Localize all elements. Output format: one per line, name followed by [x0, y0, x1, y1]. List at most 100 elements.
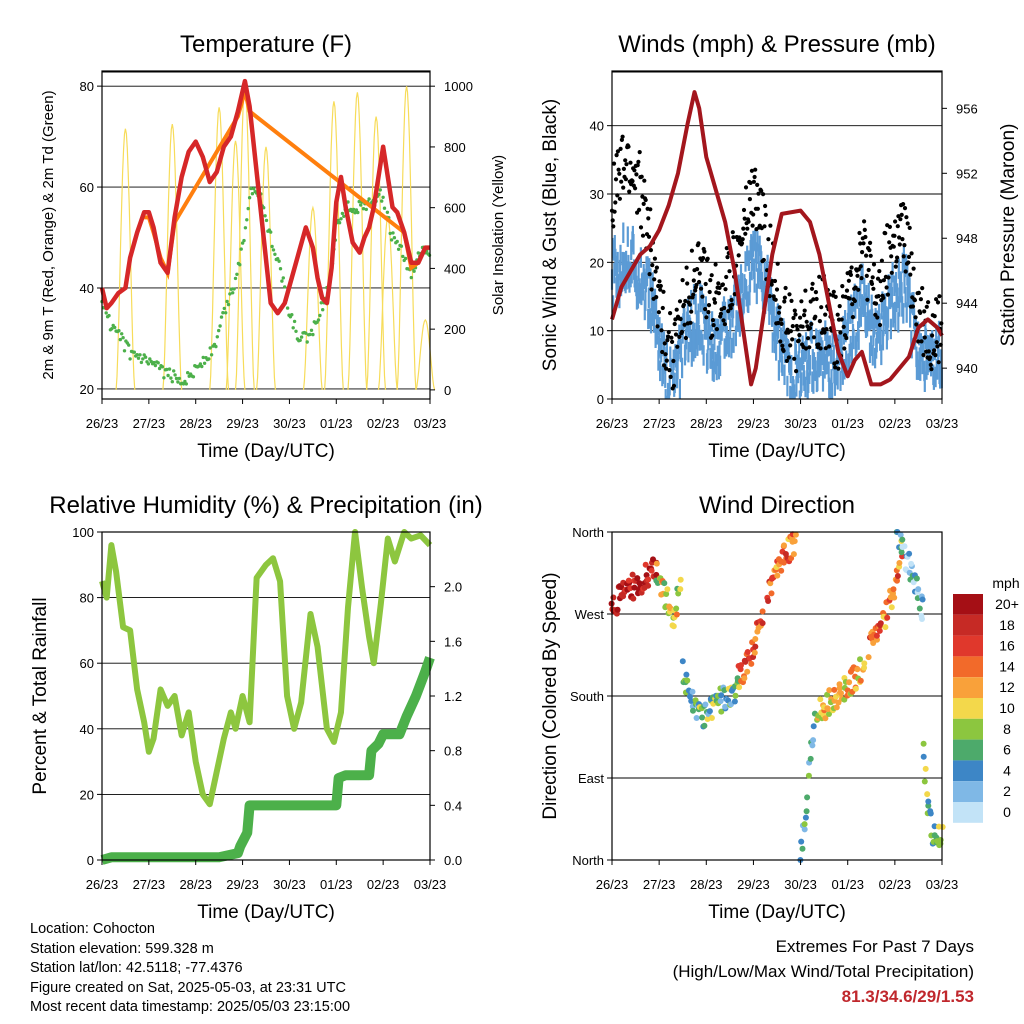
dewpoint-point [319, 301, 323, 305]
legend-swatch [953, 635, 983, 657]
wind-gust-point [893, 219, 898, 224]
wind-gust-point [790, 337, 795, 342]
y-axis-label: Direction (Colored By Speed) [540, 572, 561, 819]
x-tick-label: 02/23 [879, 877, 912, 892]
y-tick-label: 10 [590, 324, 604, 339]
wind-gust-point [794, 369, 799, 374]
wind-gust-point [741, 207, 747, 213]
dewpoint-point [382, 206, 387, 210]
dewpoint-point [356, 210, 360, 215]
wind-gust-point [867, 248, 872, 253]
wind-gust-point [772, 278, 778, 284]
wind-gust-point [685, 281, 690, 286]
direction-point [661, 580, 668, 587]
wind-gust-point [881, 295, 886, 300]
dewpoint-point [229, 287, 233, 291]
direction-point [717, 698, 724, 705]
wind-gust-point [628, 160, 633, 165]
y-tick-label: North [572, 525, 604, 540]
wind-gust-point [887, 240, 892, 245]
station-info: Location: Cohocton Station elevation: 59… [30, 920, 350, 1018]
wind-gust-point [898, 217, 903, 222]
wind-gust-point [697, 279, 702, 285]
x-tick-label: 01/23 [831, 877, 864, 892]
wind-gust-point [671, 383, 677, 388]
direction-point [920, 740, 927, 747]
wind-gust-point [778, 317, 784, 322]
direction-point [919, 596, 926, 603]
dewpoint-point [173, 373, 177, 377]
y-tick-label: 30 [590, 187, 604, 202]
wind-gust-point [928, 355, 933, 360]
direction-point [807, 755, 814, 762]
wind-gust-point [751, 179, 757, 184]
dewpoint-point [391, 231, 395, 235]
wind-gust-point [868, 240, 873, 245]
wind-gust-point [707, 289, 712, 295]
wind-gust-point [739, 241, 745, 246]
dewpoint-point [152, 360, 156, 365]
dewpoint-point [264, 218, 269, 223]
dewpoint-point [340, 211, 345, 216]
y-tick-label: 0 [597, 392, 604, 407]
direction-point [805, 772, 812, 779]
wind-gust-point [871, 262, 877, 267]
wind-gust-point [837, 304, 842, 309]
station-latlon: Station lat/lon: 42.5118; -77.4376 [30, 960, 243, 976]
direction-point [689, 688, 696, 695]
dewpoint-point [136, 356, 141, 360]
direction-point [690, 707, 696, 714]
wind-gust-point [767, 294, 772, 299]
wind-gust-point [627, 189, 632, 194]
dewpoint-point [353, 211, 357, 215]
wind-gust-point [782, 295, 788, 300]
panel-direction: Wind Direction mph 20+ 18 16 14 12 10 8 6 4 2 0 North… [540, 492, 1020, 923]
wind-gust-point [722, 305, 727, 311]
direction-point [673, 605, 680, 612]
dewpoint-point [280, 279, 284, 283]
wind-gust-point [687, 295, 692, 300]
dewpoint-point [228, 292, 232, 296]
wind-gust-point [712, 300, 718, 305]
legend-swatch [953, 718, 983, 740]
dewpoint-point [177, 376, 181, 381]
chart-title: Relative Humidity (%) & Precipitation (i… [49, 492, 482, 519]
wind-gust-point [803, 346, 809, 351]
wind-gust-point [727, 269, 732, 274]
wind-gust-point [792, 308, 797, 313]
wind-gust-point [791, 315, 796, 321]
y2-axis-label: Station Pressure (Maroon) [998, 124, 1019, 347]
wind-gust-point [722, 322, 728, 327]
y-tick-label: 40 [80, 281, 94, 296]
direction-point [854, 666, 861, 673]
x-tick-label: 30/23 [784, 877, 817, 892]
direction-point [767, 580, 774, 587]
direction-point [718, 692, 725, 699]
dewpoint-point [401, 254, 405, 259]
dewpoint-point [269, 230, 273, 234]
wind-gust-point [862, 227, 867, 232]
wind-gust-point [822, 330, 827, 335]
direction-point [663, 591, 670, 597]
temp-2m-line [99, 78, 430, 316]
direction-point [718, 708, 725, 715]
wind-gust-point [895, 255, 900, 260]
wind-gust-point [664, 358, 669, 363]
wind-gust-point [673, 332, 679, 337]
dewpoint-point [218, 324, 222, 328]
direction-point [751, 649, 758, 656]
direction-point [831, 686, 838, 693]
wind-gust-point [617, 171, 622, 176]
wind-gust-point [793, 312, 798, 317]
y-tick-label: North [572, 853, 604, 868]
wind-gust-point [638, 225, 644, 230]
dewpoint-point [250, 192, 255, 196]
wind-gust-point [926, 349, 931, 354]
wind-gust-point [847, 296, 852, 301]
direction-point [894, 577, 900, 584]
wind-gust-point [652, 277, 657, 282]
wind-gust-point [700, 294, 705, 299]
wind-gust-point [875, 276, 881, 281]
dewpoint-point [245, 218, 249, 222]
wind-gust-point [632, 168, 637, 173]
